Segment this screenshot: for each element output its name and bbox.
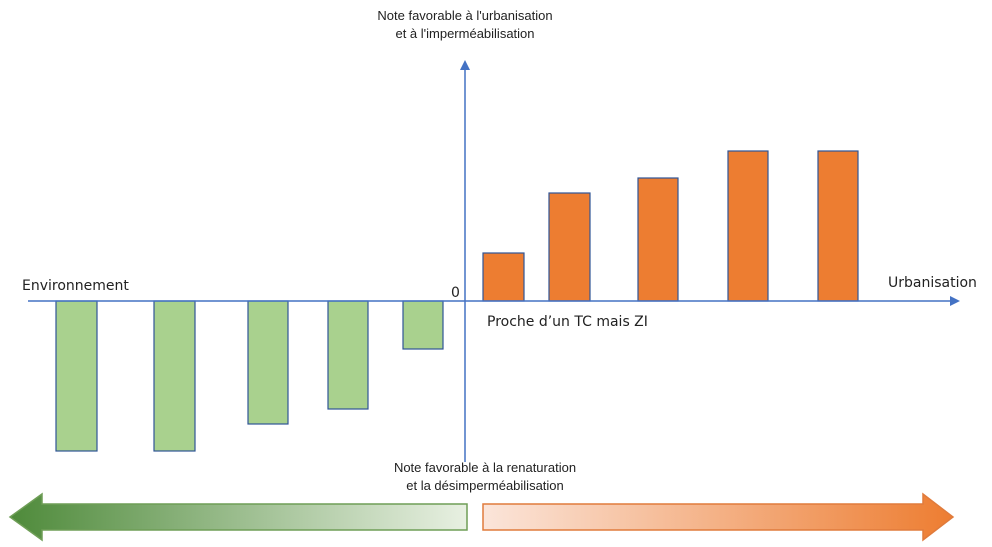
urbanisation-direction-arrow	[482, 492, 955, 542]
urbanisation-bar-5	[817, 150, 859, 302]
y-axis-top-label-line2: et à l'imperméabilisation	[395, 26, 534, 41]
environment-direction-arrow	[8, 492, 468, 542]
environment-bar-3	[247, 300, 289, 425]
y-axis-bottom-label-line2: et la désimperméabilisation	[406, 478, 564, 493]
x-axis-left-label: Environnement	[22, 278, 129, 294]
urbanisation-bar-3	[637, 177, 679, 302]
environment-bar-5	[402, 300, 444, 350]
y-axis-top-label-line1: Note favorable à l'urbanisation	[377, 8, 552, 23]
y-axis-bottom-label-line1: Note favorable à la renaturation	[394, 460, 576, 475]
environment-bar-1	[55, 300, 98, 452]
environment-bar-4	[327, 300, 369, 410]
bar-annotation: Proche d’un TC mais ZI	[487, 314, 648, 330]
urbanisation-bar-1	[482, 252, 525, 302]
urbanisation-bar-4	[727, 150, 769, 302]
origin-label: 0	[451, 285, 460, 301]
urbanisation-bar-2	[548, 192, 591, 302]
environment-bar-2	[153, 300, 196, 452]
x-axis-right-label: Urbanisation	[888, 275, 977, 291]
